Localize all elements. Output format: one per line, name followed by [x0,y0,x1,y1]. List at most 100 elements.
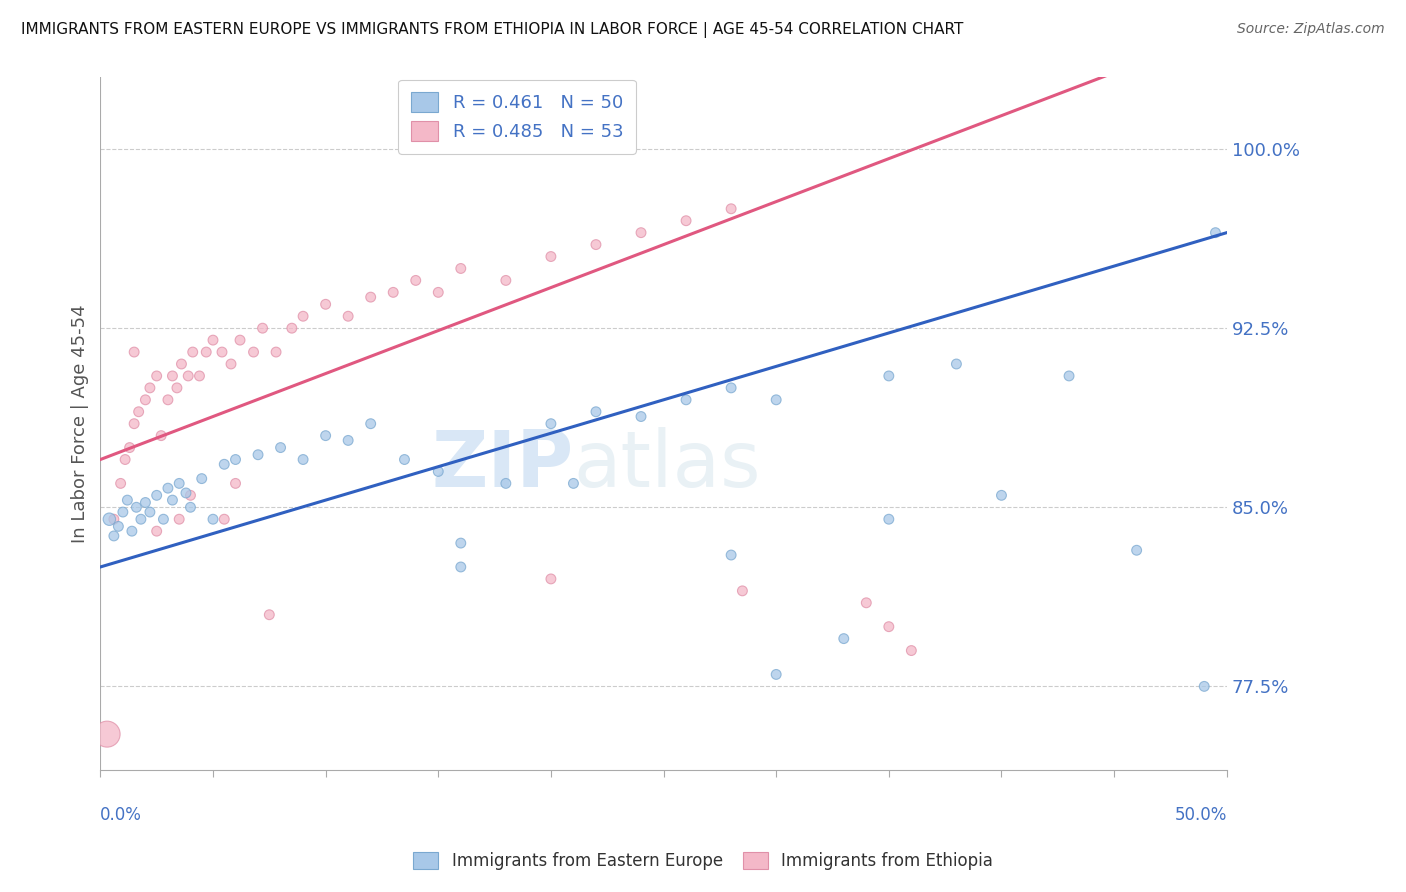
Text: ZIP: ZIP [432,427,574,503]
Y-axis label: In Labor Force | Age 45-54: In Labor Force | Age 45-54 [72,304,89,543]
Point [174,486,197,500]
Point [405,273,427,287]
Point [225,476,247,491]
Point [121,524,143,538]
Point [114,452,136,467]
Point [675,392,697,407]
Point [122,417,145,431]
Point [111,505,134,519]
Point [145,488,167,502]
Point [495,273,517,287]
Point [152,512,174,526]
Point [495,476,517,491]
Point [1192,679,1215,693]
Point [877,620,900,634]
Legend: Immigrants from Eastern Europe, Immigrants from Ethiopia: Immigrants from Eastern Europe, Immigran… [406,845,1000,877]
Point [122,345,145,359]
Point [117,493,139,508]
Point [585,405,607,419]
Point [128,405,150,419]
Point [540,250,562,264]
Point [98,512,121,526]
Point [877,368,900,383]
Point [427,465,450,479]
Point [900,643,922,657]
Point [129,512,152,526]
Point [315,428,337,442]
Point [225,452,247,467]
Text: IMMIGRANTS FROM EASTERN EUROPE VS IMMIGRANTS FROM ETHIOPIA IN LABOR FORCE | AGE : IMMIGRANTS FROM EASTERN EUROPE VS IMMIGR… [21,22,963,38]
Point [103,512,125,526]
Point [96,727,118,741]
Point [177,368,200,383]
Point [252,321,274,335]
Point [292,452,315,467]
Point [103,529,125,543]
Point [720,202,742,216]
Point [107,519,129,533]
Point [170,357,193,371]
Point [585,237,607,252]
Point [360,290,382,304]
Point [190,472,212,486]
Point [630,226,652,240]
Point [201,333,224,347]
Point [540,572,562,586]
Point [145,368,167,383]
Point [382,285,405,300]
Text: Source: ZipAtlas.com: Source: ZipAtlas.com [1237,22,1385,37]
Point [162,368,184,383]
Point [167,512,190,526]
Point [156,392,179,407]
Point [427,285,450,300]
Point [281,321,304,335]
Point [139,381,162,395]
Point [765,667,787,681]
Point [179,500,201,515]
Text: 50.0%: 50.0% [1174,805,1227,824]
Point [125,500,148,515]
Point [1204,226,1226,240]
Point [855,596,877,610]
Point [264,345,287,359]
Point [212,458,235,472]
Point [337,434,360,448]
Point [292,310,315,324]
Point [360,417,382,431]
Point [394,452,416,467]
Point [1057,368,1080,383]
Point [720,381,742,395]
Point [201,512,224,526]
Point [337,310,360,324]
Point [188,368,211,383]
Point [211,345,233,359]
Point [731,583,754,598]
Legend: R = 0.461   N = 50, R = 0.485   N = 53: R = 0.461 N = 50, R = 0.485 N = 53 [398,79,636,153]
Point [450,261,472,276]
Point [118,441,141,455]
Point [247,448,270,462]
Point [229,333,252,347]
Point [832,632,855,646]
Point [1125,543,1147,558]
Point [765,392,787,407]
Point [450,536,472,550]
Point [540,417,562,431]
Point [675,213,697,227]
Point [990,488,1012,502]
Point [139,505,162,519]
Point [110,476,132,491]
Point [212,512,235,526]
Point [270,441,292,455]
Point [450,560,472,574]
Point [181,345,204,359]
Point [259,607,281,622]
Point [145,524,167,538]
Point [162,493,184,508]
Point [945,357,967,371]
Text: atlas: atlas [574,427,761,503]
Point [242,345,264,359]
Point [167,476,190,491]
Point [166,381,188,395]
Point [219,357,242,371]
